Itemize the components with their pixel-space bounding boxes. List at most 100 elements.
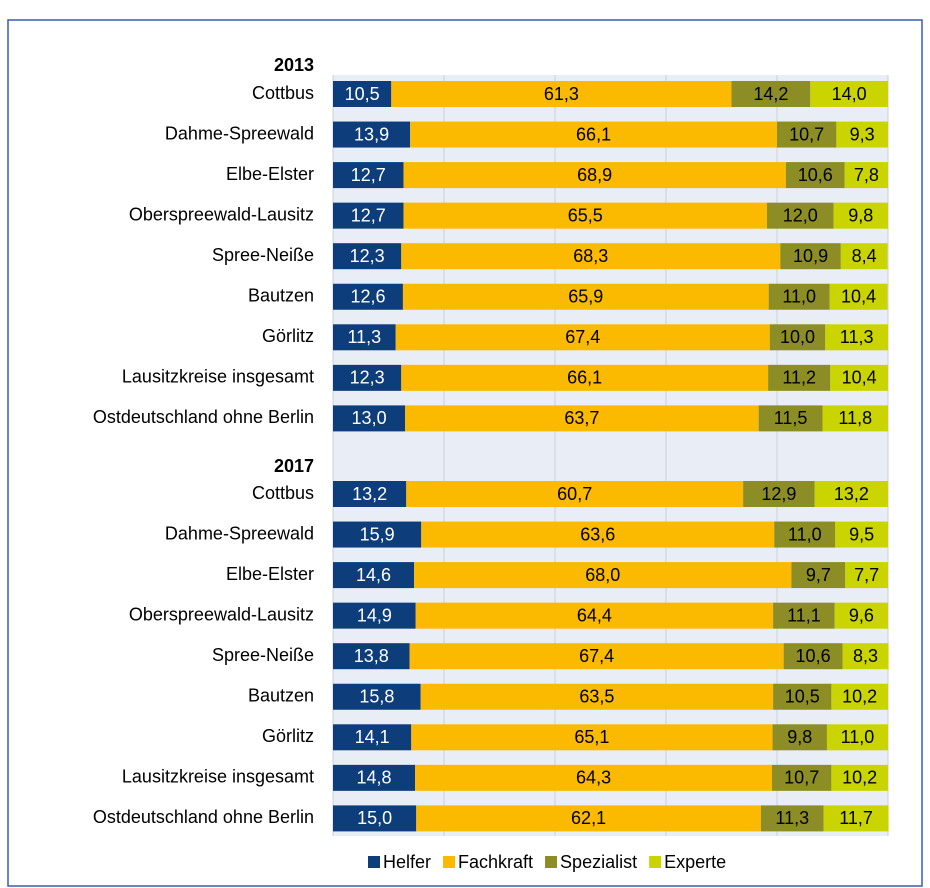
legend-swatch bbox=[649, 856, 662, 868]
y-tick-label: Dahme-Spreewald bbox=[165, 123, 314, 143]
data-label: 15,0 bbox=[357, 808, 392, 828]
legend-swatch bbox=[443, 856, 456, 868]
y-tick-label: Ostdeutschland ohne Berlin bbox=[93, 807, 314, 827]
data-label: 63,6 bbox=[580, 524, 615, 544]
y-tick-label: Dahme-Spreewald bbox=[165, 523, 314, 543]
bar-segment bbox=[415, 602, 774, 629]
bar-segment bbox=[731, 81, 811, 107]
data-label: 10,0 bbox=[780, 327, 815, 347]
y-tick-label: Bautzen bbox=[248, 686, 314, 706]
data-label: 9,8 bbox=[848, 205, 873, 225]
data-label: 10,5 bbox=[345, 84, 380, 104]
data-label: 64,3 bbox=[576, 768, 611, 788]
y-tick-label: Görlitz bbox=[262, 726, 314, 746]
data-label: 9,3 bbox=[850, 124, 875, 144]
data-label: 11,0 bbox=[841, 727, 875, 747]
bar-segment bbox=[333, 243, 402, 270]
bar-segment bbox=[777, 121, 837, 148]
data-label: 14,0 bbox=[832, 84, 867, 104]
data-label: 11,8 bbox=[838, 408, 872, 428]
bar-segment bbox=[845, 562, 888, 589]
bar-segment bbox=[774, 521, 836, 548]
bar-segment bbox=[825, 324, 888, 351]
bar-segment bbox=[409, 643, 784, 670]
data-label: 60,7 bbox=[557, 484, 592, 504]
data-label: 68,3 bbox=[573, 246, 608, 266]
bar-segment bbox=[401, 243, 781, 270]
bar-segment bbox=[333, 364, 402, 391]
bar-segment bbox=[333, 283, 403, 310]
data-label: 61,3 bbox=[544, 84, 579, 104]
bar-segment bbox=[831, 683, 888, 710]
bar-segment bbox=[411, 724, 773, 751]
data-label: 11,7 bbox=[839, 808, 873, 828]
bar-segment bbox=[822, 405, 888, 432]
data-label: 67,4 bbox=[579, 646, 614, 666]
bar-segment bbox=[829, 283, 888, 310]
bar-segment bbox=[401, 364, 769, 391]
bar-segment bbox=[833, 202, 888, 229]
data-label: 8,4 bbox=[852, 246, 877, 266]
data-label: 8,3 bbox=[853, 646, 878, 666]
bar-segment bbox=[840, 243, 888, 270]
bar-segment bbox=[333, 521, 422, 548]
data-label: 10,6 bbox=[796, 646, 831, 666]
bar-segment bbox=[333, 324, 396, 351]
bar-segment bbox=[333, 121, 411, 148]
data-label: 11,1 bbox=[787, 605, 821, 625]
bar-segment bbox=[773, 683, 832, 710]
bar-segment bbox=[333, 724, 412, 751]
data-label: 65,9 bbox=[568, 287, 603, 307]
bar-segment bbox=[842, 643, 889, 670]
data-label: 10,4 bbox=[842, 368, 877, 388]
bar-segment bbox=[767, 202, 834, 229]
y-tick-label: Oberspreewald-Lausitz bbox=[129, 604, 314, 624]
y-tick-label: Spree-Neiße bbox=[212, 645, 314, 665]
bar-segment bbox=[785, 162, 845, 189]
y-tick-label: Görlitz bbox=[262, 326, 314, 346]
bar-segment bbox=[831, 764, 888, 791]
data-label: 10,7 bbox=[784, 768, 819, 788]
bar-segment bbox=[760, 805, 824, 832]
bar-segment bbox=[772, 724, 827, 751]
bar-segment bbox=[830, 364, 888, 391]
bar-segment bbox=[810, 81, 888, 107]
data-label: 13,8 bbox=[354, 646, 389, 666]
bar-segment bbox=[772, 764, 832, 791]
bar-segment bbox=[758, 405, 823, 432]
bar-segment bbox=[836, 121, 888, 148]
y-tick-label: Lausitzkreise insgesamt bbox=[122, 367, 314, 387]
bar-segment bbox=[768, 364, 831, 391]
y-tick-label: Cottbus bbox=[252, 83, 314, 103]
bar-segment bbox=[333, 643, 410, 670]
bar-segment bbox=[395, 324, 770, 351]
y-tick-label: Cottbus bbox=[252, 483, 314, 503]
bar-segment bbox=[844, 162, 888, 189]
data-label: 68,9 bbox=[577, 165, 612, 185]
data-label: 10,5 bbox=[785, 687, 820, 707]
bar-segment bbox=[416, 805, 761, 832]
data-label: 11,2 bbox=[782, 368, 816, 388]
bar-segment bbox=[333, 683, 421, 710]
data-label: 65,5 bbox=[568, 205, 603, 225]
bar-segment bbox=[403, 162, 786, 189]
bar-segment bbox=[791, 562, 846, 589]
bar-segment bbox=[414, 562, 792, 589]
bar-segment bbox=[405, 405, 759, 432]
bar-segment bbox=[333, 405, 406, 432]
y-tick-label: Ostdeutschland ohne Berlin bbox=[93, 407, 314, 427]
data-label: 13,2 bbox=[352, 484, 387, 504]
bar-segment bbox=[421, 521, 775, 548]
bar-segment bbox=[402, 283, 769, 310]
data-label: 14,1 bbox=[355, 727, 390, 747]
y-tick-label: Elbe-Elster bbox=[226, 164, 314, 184]
data-label: 12,9 bbox=[761, 484, 796, 504]
bar-segment bbox=[391, 81, 732, 107]
bar-segment bbox=[333, 602, 416, 629]
bar-segment bbox=[415, 764, 773, 791]
data-label: 68,0 bbox=[585, 565, 620, 585]
data-label: 12,7 bbox=[351, 165, 386, 185]
data-label: 9,7 bbox=[806, 565, 831, 585]
data-label: 64,4 bbox=[577, 605, 612, 625]
bar-segment bbox=[814, 481, 888, 507]
